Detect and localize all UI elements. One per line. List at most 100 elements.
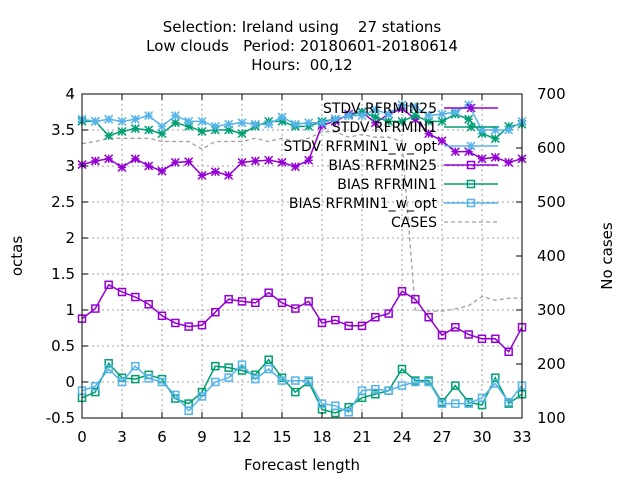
data-point [304, 376, 313, 385]
legend-marker [466, 198, 476, 208]
data-point [104, 131, 114, 141]
data-point [144, 111, 154, 121]
data-point [450, 147, 460, 157]
y2-axis-label: No cases [598, 222, 616, 290]
data-point [371, 384, 380, 394]
y2-axis-ticks: 100 200 300 400 500 600 700 [516, 85, 566, 427]
legend-marker [466, 141, 476, 151]
data-point [237, 366, 247, 375]
legend-label: CASES [391, 215, 437, 231]
data-point [317, 318, 327, 328]
x-tick-label: 3 [117, 428, 127, 446]
data-point [184, 157, 194, 167]
data-point [397, 116, 407, 126]
data-point [157, 166, 167, 176]
data-point [157, 311, 167, 321]
data-point [504, 397, 513, 407]
data-point [224, 373, 233, 382]
data-point [264, 364, 273, 374]
data-point [264, 355, 273, 364]
data-point [90, 156, 100, 166]
chart-title: Selection: Ireland using 27 stationsLow … [146, 18, 458, 74]
data-point [371, 389, 380, 399]
legend-marker [466, 179, 476, 189]
x-tick-label: 0 [77, 428, 87, 446]
y2-tick-label: 200 [537, 355, 566, 373]
data-point [304, 297, 313, 306]
data-point [451, 399, 460, 408]
y-axis-label: octas [8, 236, 26, 276]
legend-label: BIAS RFRMIN25 [328, 158, 437, 174]
data-point [104, 359, 113, 368]
data-point [357, 321, 367, 331]
data-point [104, 364, 113, 374]
y2-tick-label: 300 [537, 301, 566, 319]
data-point [184, 406, 193, 416]
data-point [277, 157, 287, 167]
series-bias-rfrmin1-w-opt [77, 360, 527, 417]
series-line [81, 363, 523, 414]
data-point [437, 109, 447, 119]
data-point [184, 322, 193, 331]
data-point [450, 107, 460, 117]
y-tick-label: 3 [65, 157, 75, 175]
data-point [170, 111, 180, 121]
data-point [104, 114, 114, 124]
data-point [437, 116, 447, 126]
series-stdv-rfrmin1 [77, 107, 527, 144]
data-point [170, 157, 180, 167]
x-tick-label: 6 [157, 428, 167, 446]
x-tick-label: 12 [232, 428, 251, 446]
legend-marker [466, 160, 476, 170]
data-point [291, 387, 300, 397]
data-point [490, 134, 500, 144]
data-point [411, 294, 420, 304]
data-point [237, 297, 247, 306]
data-point [130, 154, 140, 164]
y-tick-label: 0 [65, 373, 75, 391]
data-point [144, 161, 154, 171]
data-point [437, 330, 447, 340]
legend-label: STDV RFRMIN1_w_opt [284, 139, 438, 155]
data-point [211, 377, 220, 387]
data-point [277, 376, 287, 385]
data-point [144, 374, 153, 383]
data-point [90, 116, 100, 126]
data-point [477, 393, 487, 403]
data-point [117, 377, 127, 387]
data-point [170, 118, 180, 128]
data-point [104, 280, 113, 290]
data-point [504, 125, 514, 135]
data-point [290, 119, 300, 129]
data-point [357, 111, 367, 121]
data-point [397, 287, 407, 296]
data-point [237, 360, 247, 369]
data-point [117, 116, 127, 126]
legend-marker [466, 103, 476, 113]
data-point [344, 321, 353, 331]
data-point [264, 155, 274, 165]
data-point [317, 118, 327, 128]
data-point [197, 170, 207, 180]
data-point [291, 376, 300, 385]
data-point [451, 381, 460, 390]
data-point [370, 105, 380, 115]
chart-title-line: Low clouds Period: 20180601-20180614 [146, 37, 458, 55]
series-cases [81, 131, 522, 312]
data-point [277, 112, 287, 122]
y-tick-label: 2.5 [51, 193, 75, 211]
x-tick-label: 27 [432, 428, 451, 446]
data-point [144, 299, 153, 309]
series-line [81, 283, 523, 354]
series-line [81, 358, 523, 414]
series-line [81, 131, 522, 312]
data-point [144, 125, 154, 135]
data-point [237, 157, 247, 167]
data-point [344, 111, 354, 121]
data-point [224, 363, 233, 372]
data-point [157, 129, 167, 139]
data-point [384, 386, 393, 395]
y-tick-label: 3.5 [51, 121, 75, 139]
legend-label: STDV RFRMIN25 [323, 101, 437, 117]
data-point [491, 334, 500, 344]
